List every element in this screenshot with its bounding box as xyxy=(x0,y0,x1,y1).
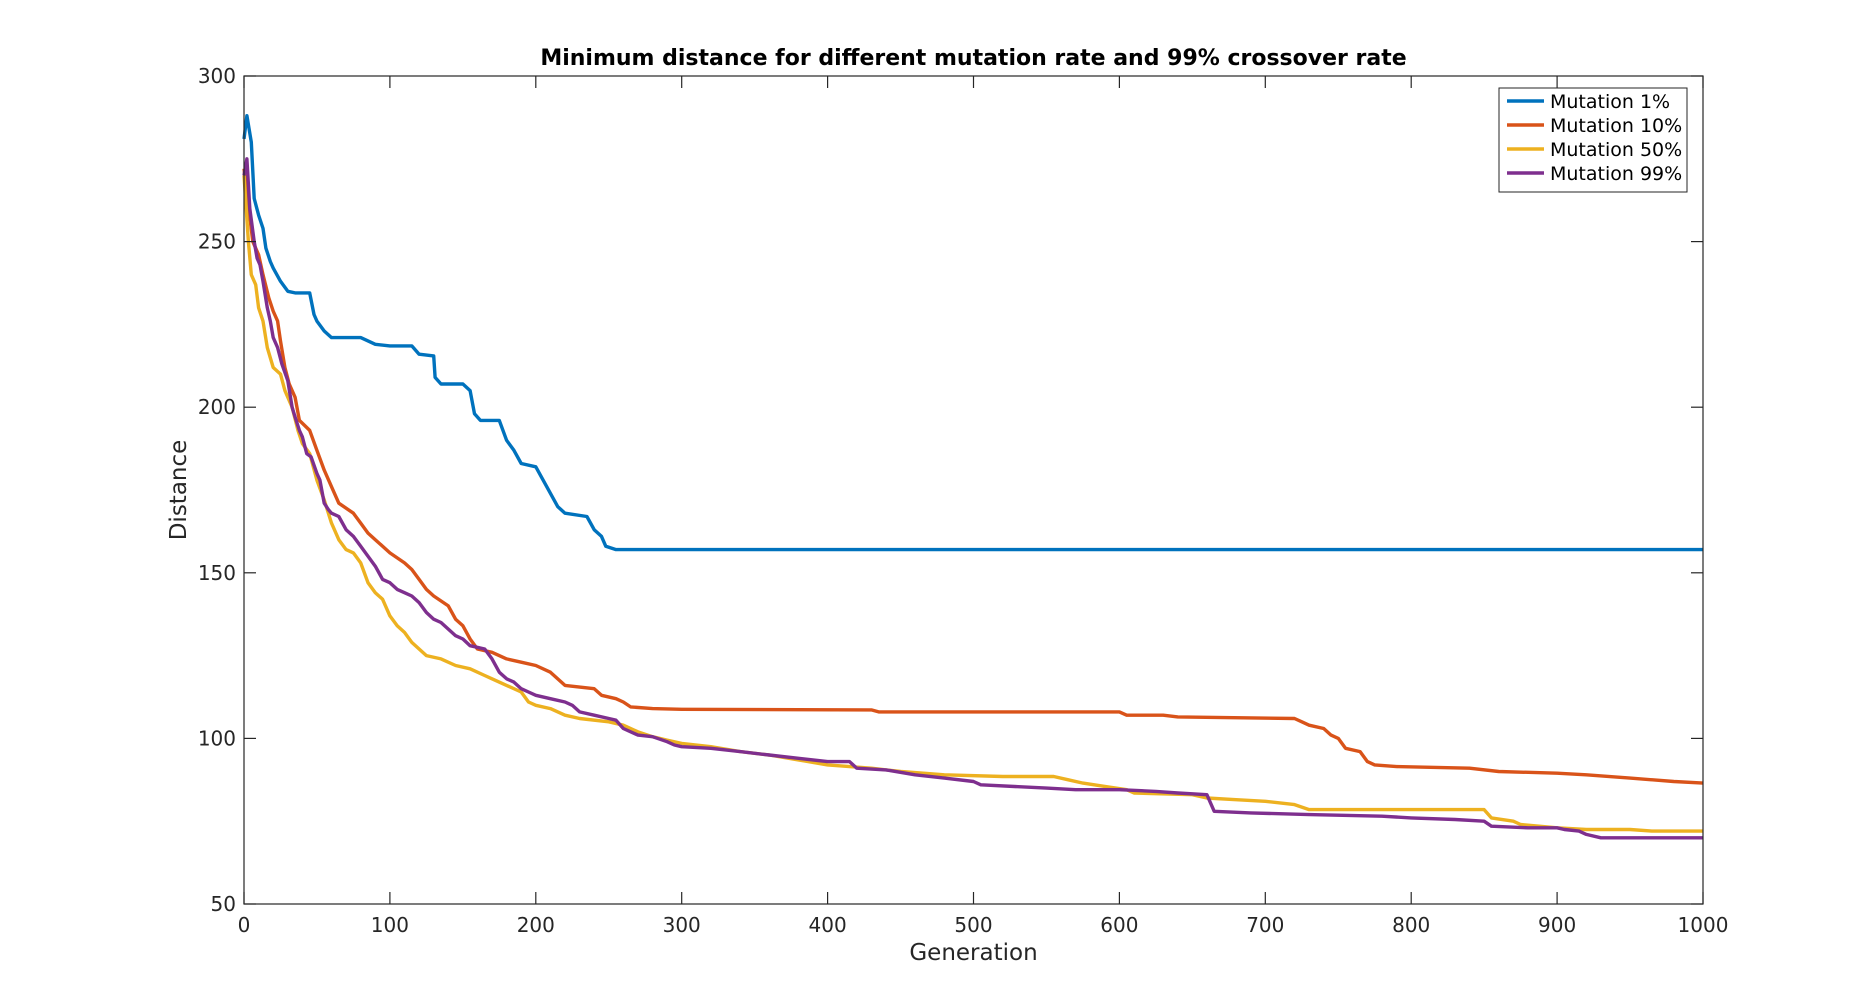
series-line-1 xyxy=(242,114,1703,552)
y-axis-label: Distance xyxy=(166,440,192,541)
y-tick-label: 150 xyxy=(198,561,236,585)
x-axis-ticks: 0 100 200 300 400 500 600 700 800 900 1000 xyxy=(238,76,1729,937)
series-line-3 xyxy=(242,175,1703,833)
x-tick-label: 100 xyxy=(371,913,409,937)
y-tick-label: 250 xyxy=(198,230,236,254)
x-tick-label: 600 xyxy=(1100,913,1138,937)
x-tick-label: 400 xyxy=(809,913,847,937)
x-axis-label: Generation xyxy=(909,940,1037,966)
series-line-4 xyxy=(242,157,1703,840)
y-axis-ticks: 50 100 150 200 250 300 xyxy=(198,64,1703,916)
x-tick-label: 800 xyxy=(1392,913,1430,937)
x-tick-label: 1000 xyxy=(1678,913,1729,937)
series-line-2 xyxy=(242,168,1704,785)
x-tick-label: 500 xyxy=(954,913,992,937)
y-tick-label: 100 xyxy=(198,726,236,750)
y-tick-label: 300 xyxy=(198,64,236,88)
chart-title: Minimum distance for different mutation … xyxy=(540,46,1406,71)
x-tick-label: 0 xyxy=(238,913,251,937)
legend: Mutation 1%Mutation 10%Mutation 50%Mutat… xyxy=(1498,87,1688,193)
x-tick-label: 900 xyxy=(1538,913,1576,937)
legend-label-2: Mutation 10% xyxy=(1550,115,1682,137)
series-lines xyxy=(242,114,1704,840)
y-tick-label: 50 xyxy=(211,892,236,916)
x-tick-label: 700 xyxy=(1246,913,1284,937)
legend-label-4: Mutation 99% xyxy=(1550,163,1682,185)
legend-label-3: Mutation 50% xyxy=(1550,139,1682,161)
legend-label-1: Mutation 1% xyxy=(1550,91,1670,113)
y-tick-label: 200 xyxy=(198,395,236,419)
x-tick-label: 200 xyxy=(517,913,555,937)
plot-area xyxy=(244,76,1703,904)
x-tick-label: 300 xyxy=(663,913,701,937)
